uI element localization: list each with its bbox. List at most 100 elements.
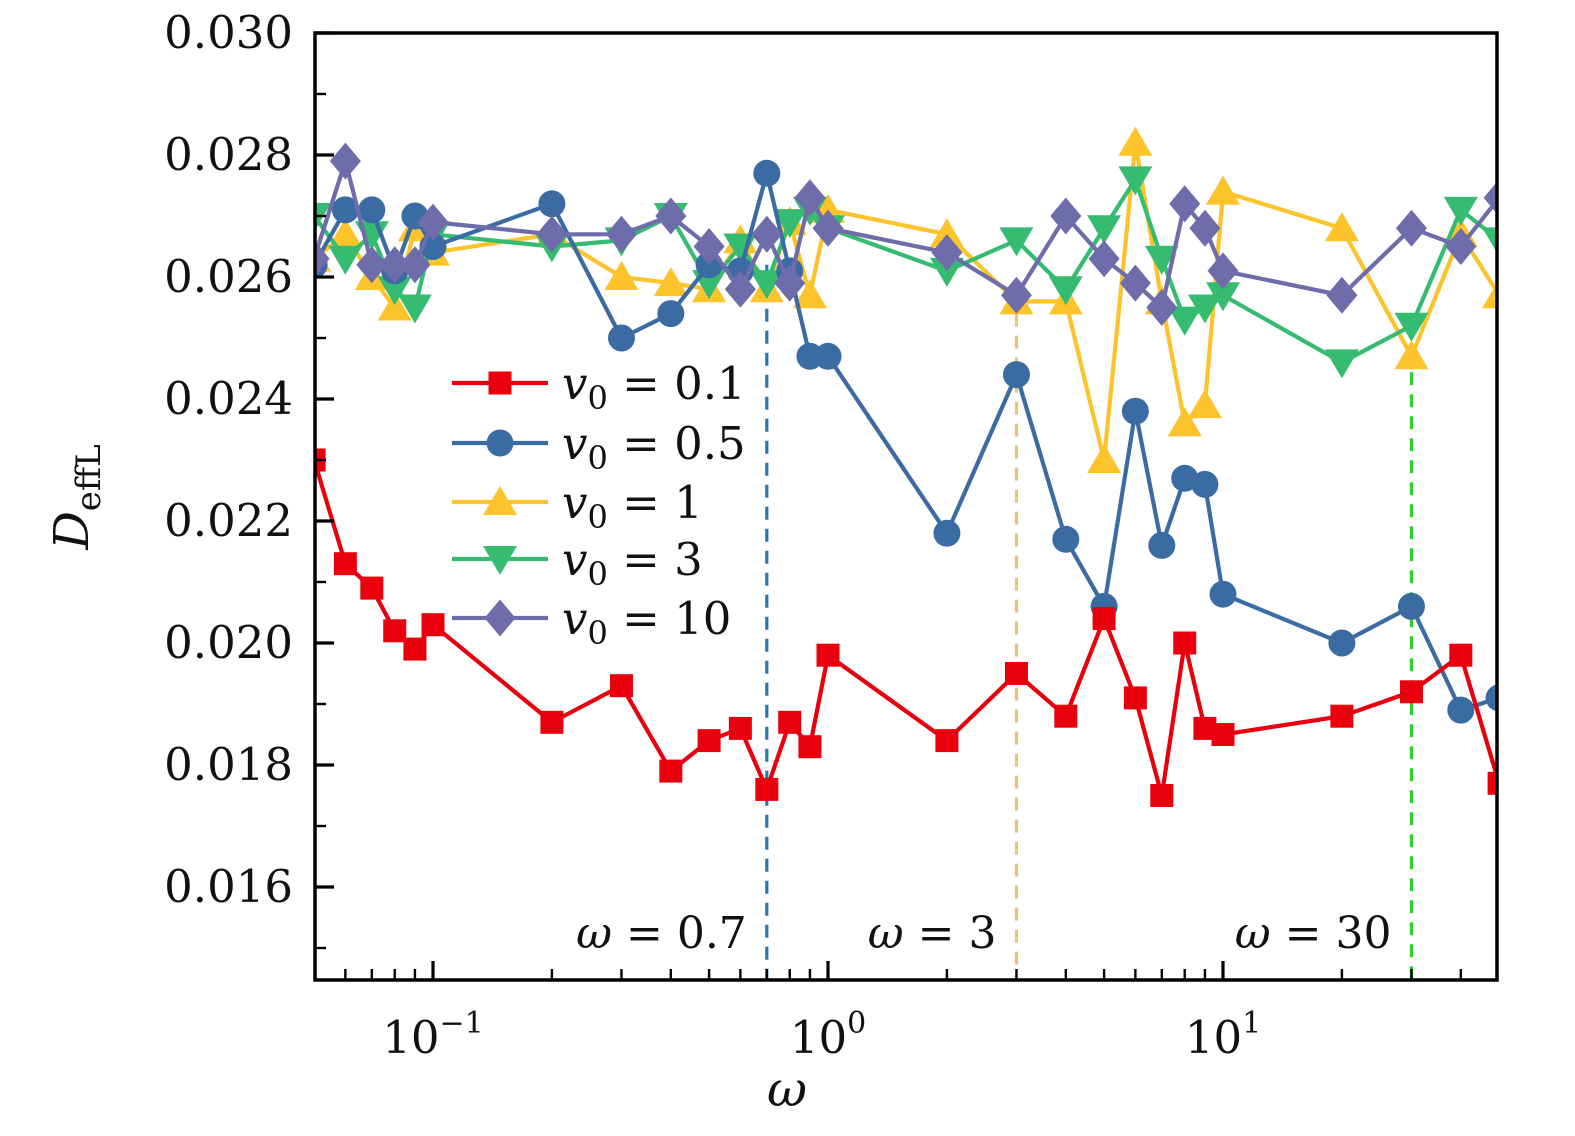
data-point-marker (812, 209, 844, 247)
axes-border (313, 31, 1499, 982)
data-point-marker (753, 159, 781, 187)
y-tick-label: 0.026 (164, 250, 293, 303)
data-point-marker (1399, 680, 1423, 704)
data-point-marker (655, 197, 687, 235)
data-point-marker (931, 234, 963, 272)
data-point-marker (999, 227, 1034, 257)
data-point-marker (1330, 704, 1354, 728)
y-tick-label: 0.016 (164, 860, 293, 913)
data-point-marker (1187, 389, 1222, 419)
data-point-marker (1443, 196, 1478, 226)
legend-marker-diamond (484, 599, 516, 637)
data-point-marker (1483, 181, 1497, 214)
data-point-marker (798, 735, 822, 759)
data-point-marker (1207, 252, 1239, 290)
data-point-marker (1118, 126, 1153, 156)
data-point-marker (1447, 696, 1475, 724)
data-point-marker (1054, 704, 1078, 728)
data-point-marker (540, 710, 564, 734)
data-point-marker (1485, 684, 1497, 712)
data-point-marker (1395, 209, 1427, 247)
data-point-marker (383, 619, 407, 643)
data-point-marker (1209, 580, 1237, 608)
data-point-marker (778, 710, 802, 734)
data-point-marker (609, 674, 633, 698)
legend-label: v0 = 1 (562, 476, 703, 536)
data-point-marker (1150, 784, 1174, 807)
data-point-marker (697, 729, 721, 753)
data-point-marker (1119, 264, 1151, 302)
data-point-marker (1394, 340, 1429, 370)
legend-label: v0 = 10 (562, 592, 731, 652)
y-tick-label: 0.024 (164, 372, 293, 425)
data-point-marker (1167, 407, 1202, 437)
data-point-marker (693, 228, 725, 265)
y-tick-label: 0.018 (164, 738, 293, 791)
data-point-marker (794, 179, 826, 217)
data-point-marker (1002, 361, 1030, 389)
data-point-marker (399, 246, 431, 284)
y-axis-label: DeffL (44, 444, 109, 550)
x-tick-label: 10−1 (382, 1006, 484, 1064)
data-point-marker (751, 215, 783, 253)
series-line (315, 159, 1497, 310)
legend-item: v0 = 0.1 (452, 357, 746, 417)
data-point-marker (1206, 282, 1240, 312)
x-tick-label: 100 (790, 1006, 866, 1064)
data-point-marker (772, 209, 807, 239)
data-point-marker (538, 190, 566, 218)
data-point-marker (1206, 175, 1240, 205)
data-point-marker (607, 324, 635, 352)
tick-labels: 0.016 0.018 0.020 0.022 0.024 0.026 0.028 0.030… (164, 6, 1261, 1064)
data-point-marker (1092, 607, 1116, 631)
x-axis-label: ω (767, 1061, 807, 1118)
data-point-marker (1193, 716, 1217, 740)
data-point-marker (935, 729, 959, 753)
data-point-marker (421, 613, 445, 637)
data-point-marker (1087, 444, 1122, 473)
data-point-marker (724, 270, 756, 308)
data-point-marker (1173, 631, 1197, 655)
legend-marker-triangle-up (483, 486, 517, 515)
data-point-marker (1187, 294, 1222, 324)
data-point-marker (1326, 276, 1358, 314)
data-point-marker (659, 759, 683, 783)
legend-label: v0 = 0.5 (562, 417, 746, 477)
legend-marker-square (488, 371, 512, 395)
ticks (315, 31, 1463, 980)
data-point-marker (397, 294, 432, 324)
data-point-marker (653, 267, 688, 297)
y-tick-label: 0.030 (164, 6, 293, 59)
data-point-marker (1324, 212, 1359, 242)
legend-label: v0 = 3 (562, 533, 703, 593)
data-point-marker (1000, 276, 1032, 314)
data-point-marker (379, 246, 411, 284)
data-point-marker (814, 342, 842, 370)
data-point-marker (333, 552, 357, 576)
data-point-marker (929, 257, 964, 287)
data-point-marker (1146, 289, 1178, 326)
legend-item: v0 = 10 (452, 592, 731, 652)
data-point-marker (358, 196, 386, 224)
data-point-marker (816, 643, 840, 667)
annotation-omega-3: ω = 3 (868, 908, 997, 959)
data-point-marker (1167, 306, 1202, 336)
series-v010 (315, 142, 1497, 326)
legend-item: v0 = 0.5 (452, 417, 746, 477)
data-point-marker (1482, 227, 1497, 253)
data-point-marker (1004, 662, 1028, 685)
x-tick-label: 101 (1185, 1006, 1261, 1064)
data-point-marker (1144, 245, 1179, 275)
data-point-marker (356, 246, 388, 284)
data-point-marker (1118, 166, 1153, 196)
data-point-marker (1449, 643, 1473, 667)
legend-label: v0 = 0.1 (562, 357, 746, 417)
plot-area (315, 126, 1497, 807)
data-point-marker (331, 196, 359, 224)
data-point-marker (1482, 282, 1497, 309)
data-point-marker (1328, 629, 1356, 657)
legend: v0 = 0.1v0 = 0.5v0 = 1v0 = 3v0 = 10 (452, 357, 746, 652)
data-point-marker (1189, 209, 1221, 247)
data-point-marker (792, 279, 827, 309)
